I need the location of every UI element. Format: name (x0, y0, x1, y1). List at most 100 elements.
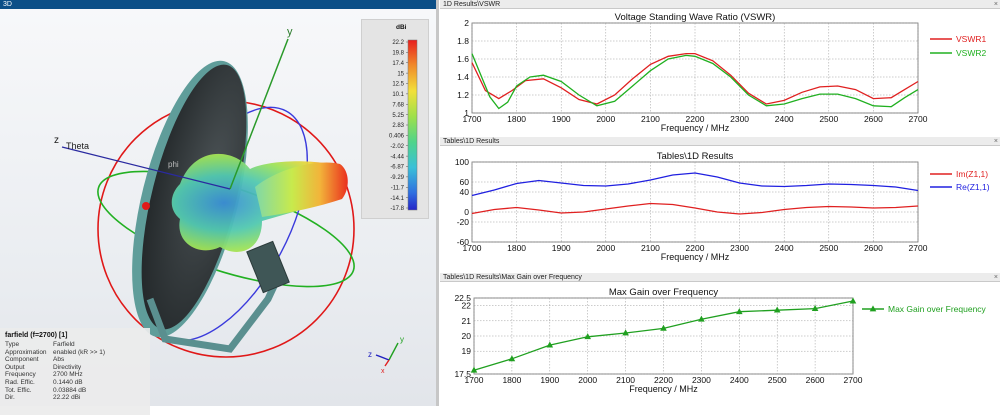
pane-vswr-title: 1D Results\VSWR (443, 1, 501, 8)
farfield-info-box: farfield (f=2700) [1] Type Farfield Approx… (0, 328, 150, 415)
scale-tick-label: -9.29 (390, 175, 404, 181)
z-axis-label: z (54, 135, 59, 146)
info-row: Component Abs (5, 356, 105, 364)
triad-x-label: x (381, 368, 385, 375)
splitter[interactable] (436, 0, 439, 406)
series-line[interactable] (471, 53, 919, 110)
info-key: Dir. (5, 394, 15, 402)
series-line[interactable] (471, 202, 919, 215)
x-tick-label: 1700 (463, 243, 482, 253)
x-tick-label: 1900 (552, 243, 571, 253)
y-axis-label: y (287, 26, 293, 38)
scale-tick-label: -6.87 (390, 165, 404, 171)
x-tick-label: 2300 (730, 243, 749, 253)
y-tick-label: 22.5 (454, 293, 471, 303)
info-row: Frequency 2700 MHz (5, 371, 105, 379)
x-tick-label: 2000 (596, 114, 615, 124)
scale-tick-label: 12.5 (392, 82, 404, 88)
x-tick-label: 2700 (909, 243, 928, 253)
x-axis-label: Frequency / MHz (661, 252, 730, 262)
info-value: Abs (53, 356, 65, 364)
x-tick-label: 2000 (596, 243, 615, 253)
triad-y-label: y (400, 335, 404, 344)
x-tick-label: 2400 (730, 375, 749, 385)
info-value: 22.22 dBi (53, 394, 81, 402)
info-row: Approximation enabled (kR >> 1) (5, 349, 105, 357)
theta-label: Theta (66, 141, 89, 151)
scale-tick-label: 7.68 (392, 102, 404, 108)
x-tick-label: 2500 (819, 243, 838, 253)
x-axis-label: Frequency / MHz (629, 384, 698, 394)
data-point-marker (698, 315, 705, 322)
orientation-triad: y z x (368, 335, 404, 375)
x-tick-label: 1700 (463, 114, 482, 124)
scale-tick-label: 17.4 (392, 61, 404, 67)
legend-label: VSWR2 (956, 48, 987, 58)
y-tick-label: 100 (455, 157, 469, 167)
pane-z-header[interactable]: Tables\1D Results × (440, 137, 1000, 146)
legend-label: VSWR1 (956, 34, 987, 44)
x-tick-label: 2700 (844, 375, 863, 385)
x-tick-label: 1800 (507, 243, 526, 253)
scale-gradient-bar (407, 39, 418, 211)
max-gain-chart[interactable]: Max Gain over Frequency 1700 1800 1900 2000 2… (440, 282, 1000, 406)
info-key: Frequency (5, 371, 36, 379)
y-tick-label: 17.5 (454, 369, 471, 379)
data-point-marker (773, 306, 781, 313)
scale-tick-label: 19.8 (392, 51, 404, 57)
info-row: Tot. Effic. 0.03884 dB (5, 387, 105, 395)
pane-vswr: Voltage Standing Wave Ratio (VSWR) 1700 18… (440, 9, 1000, 135)
pane-gain-title: Tables\1D Results\Max Gain over Frequenc… (443, 274, 582, 281)
pane-gain-header[interactable]: Tables\1D Results\Max Gain over Frequenc… (440, 273, 1000, 282)
y-tick-label: 1.2 (457, 90, 469, 100)
farfield-scene[interactable]: y z Theta phi y z x (0, 9, 436, 406)
info-value: Farfield (53, 341, 75, 348)
chart-title: Voltage Standing Wave Ratio (VSWR) (615, 12, 776, 23)
pane-gain: Max Gain over Frequency 1700 1800 1900 2000 2… (440, 282, 1000, 406)
scale-tick-label: -4.44 (390, 154, 404, 160)
data-point-marker (660, 324, 667, 331)
vswr-chart[interactable]: Voltage Standing Wave Ratio (VSWR) 1700 18… (440, 9, 1000, 135)
main-lobe (255, 162, 348, 217)
y-tick-label: 40 (460, 187, 470, 197)
pane-z-close-icon[interactable]: × (993, 138, 998, 145)
origin-marker (142, 202, 150, 210)
pane-gain-close-icon[interactable]: × (993, 274, 998, 281)
legend-label: Max Gain over Frequency (888, 304, 987, 314)
y-tick-label: 21 (462, 316, 472, 326)
x-tick-label: 2500 (819, 114, 838, 124)
data-point-marker (546, 341, 554, 348)
impedance-chart[interactable]: Tables\1D Results 1700 1800 1900 2000 2100 220… (440, 146, 1000, 271)
info-value: 2700 MHz (53, 371, 83, 379)
pane-z: Tables\1D Results 1700 1800 1900 2000 2100 220… (440, 146, 1000, 271)
scale-tick-label: 15 (397, 71, 404, 77)
x-tick-label: 2200 (686, 243, 705, 253)
info-key: Tot. Effic. (5, 386, 32, 394)
x-tick-label: 2500 (768, 375, 787, 385)
y-tick-label: 1.6 (457, 54, 469, 64)
pane-vswr-header[interactable]: 1D Results\VSWR × (440, 0, 1000, 9)
scale-tick-label: -14.1 (390, 196, 404, 202)
x-tick-label: 2000 (578, 375, 597, 385)
scale-tick-label: 2.83 (392, 123, 404, 129)
x-tick-label: 2700 (909, 114, 928, 124)
data-point-marker (470, 366, 478, 373)
y-tick-label: 1.8 (457, 36, 469, 46)
x-tick-label: 1900 (540, 375, 559, 385)
farfield-3d-viewport[interactable]: y z Theta phi y z x (0, 9, 436, 415)
series-line[interactable] (471, 172, 919, 197)
y-tick-label: -60 (457, 237, 470, 247)
info-row: Output Directivity (5, 364, 105, 372)
pane-3d-header[interactable]: 3D (0, 0, 436, 9)
info-value: 0.1440 dB (53, 378, 83, 386)
info-key: Rad. Effic. (5, 378, 35, 386)
info-row: Dir. 22.22 dBi (5, 394, 105, 402)
series-line[interactable] (471, 52, 919, 105)
y-tick-label: 2 (464, 18, 469, 28)
pane-z-title: Tables\1D Results (443, 138, 500, 145)
info-key: Approximation (5, 348, 47, 356)
pane-vswr-close-icon[interactable]: × (993, 1, 998, 8)
info-value: enabled (kR >> 1) (53, 348, 106, 356)
scale-unit: dBi (396, 24, 407, 31)
x-tick-label: 2400 (775, 114, 794, 124)
